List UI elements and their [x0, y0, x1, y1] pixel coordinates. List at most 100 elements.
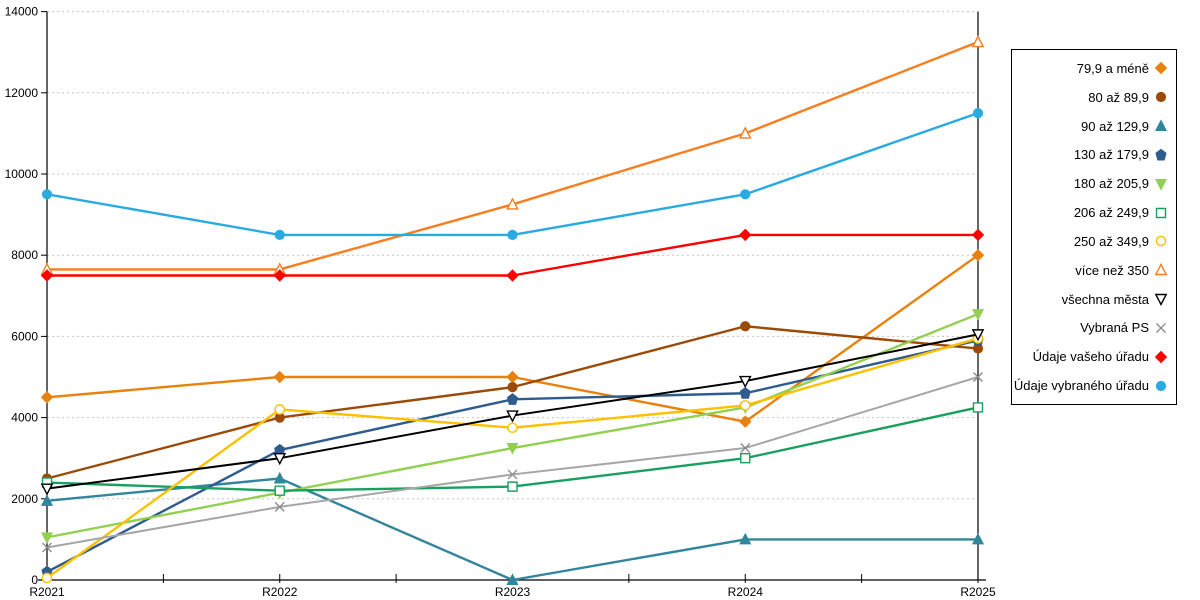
- circle-marker-icon: [740, 321, 751, 332]
- diamond-marker-icon: [1154, 350, 1168, 363]
- circle-marker-icon: [507, 229, 518, 240]
- diamond-marker-icon: [506, 269, 519, 282]
- legend-label: 80 až 89,9: [1088, 89, 1149, 105]
- legend-label: 250 až 349,9: [1073, 233, 1149, 249]
- legend-item-5: 206 až 249,9: [1016, 205, 1168, 220]
- y-axis-tick-label: 2000: [11, 492, 38, 506]
- triangle-down-marker-icon: [40, 532, 54, 544]
- circle-marker-icon: [507, 422, 518, 434]
- pentagon-marker-icon: [1155, 148, 1167, 161]
- legend-marker: [1154, 178, 1168, 191]
- circle-marker-icon: [41, 189, 53, 200]
- legend-marker: [1154, 62, 1168, 75]
- legend-item-0: 79,9 a méně: [1016, 61, 1168, 76]
- circle-marker-icon: [740, 189, 751, 200]
- legend-label: 79,9 a méně: [1076, 60, 1149, 76]
- legend-marker: [1154, 350, 1168, 363]
- legend-marker: [1156, 322, 1166, 333]
- triangle-down-marker-icon: [506, 443, 519, 455]
- legend-item-6: 250 až 349,9: [1016, 234, 1168, 249]
- pentagon-marker-icon: [739, 387, 751, 399]
- legend-marker: [1155, 380, 1167, 391]
- legend-label: 180 až 205,9: [1073, 176, 1149, 192]
- legend-label: 206 až 249,9: [1073, 205, 1149, 221]
- diamond-marker-icon: [273, 269, 286, 282]
- triangle-marker-icon: [739, 532, 752, 545]
- legend-label: 130 až 179,9: [1073, 147, 1149, 163]
- x-axis-tick-label: R2023: [495, 585, 531, 599]
- circle-marker-icon: [274, 404, 286, 415]
- triangle-down-marker-icon: [738, 375, 752, 389]
- circle-marker-icon: [507, 382, 518, 393]
- diamond-marker-icon: [739, 415, 752, 428]
- circle-marker-icon: [41, 572, 53, 584]
- legend-label: Údaje vybraného úřadu: [1013, 378, 1149, 394]
- diamond-marker-icon: [40, 269, 54, 282]
- square-marker-icon: [740, 453, 751, 464]
- x-marker-icon: [507, 469, 518, 480]
- triangle-marker-icon: [273, 471, 286, 484]
- series-line-2: [46, 477, 978, 582]
- circle-marker-icon: [274, 229, 285, 240]
- x-axis-tick-label: R2021: [29, 585, 65, 599]
- triangle-down-marker-icon: [506, 410, 519, 423]
- legend-label: všechna města: [1061, 291, 1149, 307]
- triangle-down-marker-icon: [971, 309, 985, 321]
- diamond-marker-icon: [506, 370, 519, 384]
- triangle-down-marker-icon: [1154, 178, 1168, 191]
- legend-label: více než 350: [1075, 262, 1149, 278]
- triangle-marker-icon: [506, 573, 519, 585]
- triangle-down-marker-icon: [971, 329, 985, 342]
- y-axis-tick-label: 14000: [5, 5, 39, 19]
- legend-item-10: Údaje vašeho úřadu: [1016, 349, 1168, 364]
- y-axis-tick-label: 10000: [5, 167, 39, 181]
- y-axis-tick-label: 8000: [11, 248, 38, 262]
- triangle-down-marker-icon: [1154, 293, 1168, 307]
- square-marker-icon: [274, 485, 285, 496]
- diamond-marker-icon: [40, 391, 54, 404]
- legend-marker: [1154, 293, 1168, 307]
- x-marker-icon: [973, 372, 983, 382]
- legend-marker: [1154, 263, 1168, 276]
- triangle-down-marker-icon: [273, 453, 287, 466]
- legend-label: Vybraná PS: [1080, 320, 1149, 336]
- square-marker-icon: [1155, 207, 1167, 218]
- y-axis-tick-label: 12000: [5, 86, 39, 100]
- legend-item-7: více než 350: [1016, 263, 1168, 278]
- legend-item-8: všechna města: [1016, 292, 1168, 307]
- legend-label: 90 až 129,9: [1081, 118, 1149, 134]
- y-axis-tick-label: 6000: [11, 329, 38, 343]
- square-marker-icon: [972, 402, 984, 413]
- legend-item-9: Vybraná PS: [1016, 320, 1168, 335]
- x-marker-icon: [274, 501, 285, 512]
- diamond-marker-icon: [273, 370, 286, 384]
- diamond-marker-icon: [1154, 62, 1168, 75]
- circle-marker-icon: [739, 400, 751, 411]
- x-marker-icon: [1156, 322, 1166, 333]
- legend-marker: [1155, 92, 1167, 103]
- triangle-marker-icon: [40, 494, 54, 506]
- y-axis-tick-label: 4000: [11, 411, 38, 425]
- diamond-marker-icon: [971, 228, 985, 242]
- triangle-marker-icon: [1154, 263, 1168, 276]
- legend-marker: [1154, 119, 1168, 132]
- circle-marker-icon: [972, 108, 984, 119]
- legend-item-3: 130 až 179,9: [1016, 147, 1168, 162]
- legend-label: Údaje vašeho úřadu: [1032, 349, 1149, 365]
- chart-legend: 79,9 a méně 80 až 89,9 90 až 129,9 130 až 1…: [1011, 49, 1177, 405]
- legend-marker: [1155, 148, 1167, 161]
- square-marker-icon: [507, 481, 518, 492]
- diamond-marker-icon: [971, 248, 985, 262]
- y-axis-tick-label: 0: [31, 573, 38, 587]
- legend-item-1: 80 až 89,9: [1016, 90, 1168, 105]
- x-marker-icon: [42, 542, 52, 553]
- x-axis-tick-label: R2025: [960, 585, 996, 599]
- pentagon-marker-icon: [506, 393, 519, 405]
- triangle-marker-icon: [506, 197, 519, 210]
- triangle-marker-icon: [1154, 119, 1168, 132]
- triangle-marker-icon: [738, 126, 752, 139]
- legend-item-2: 90 až 129,9: [1016, 119, 1168, 134]
- legend-marker: [1155, 207, 1167, 218]
